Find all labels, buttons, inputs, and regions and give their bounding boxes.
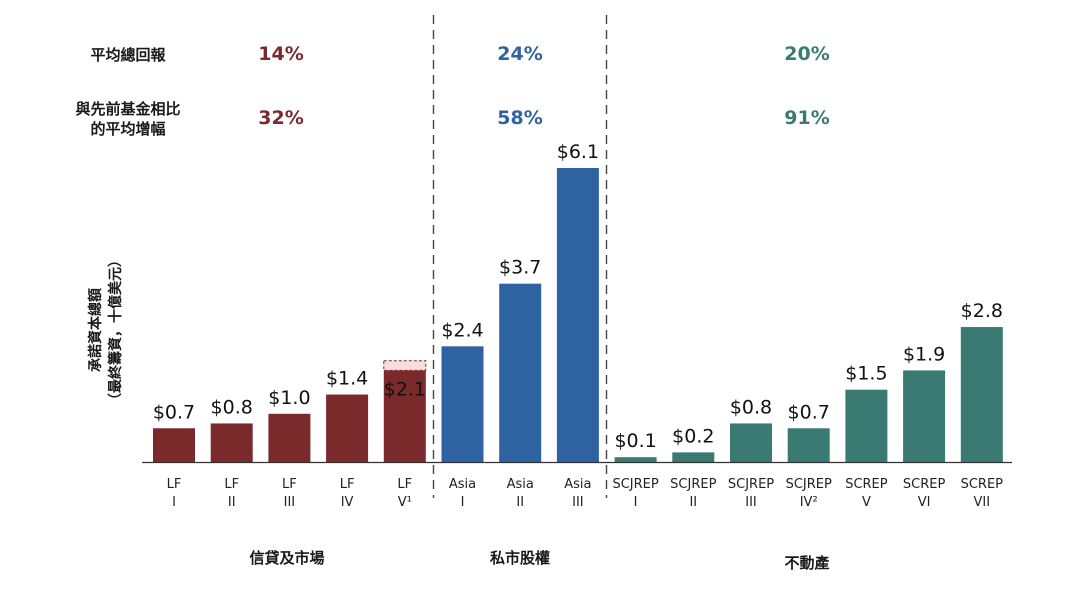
x-tick-label: III xyxy=(284,495,296,510)
x-tick-label: IV² xyxy=(800,495,818,510)
bar-value-label: $1.0 xyxy=(268,387,310,409)
x-tick-label: II xyxy=(228,495,236,510)
x-tick-label: LF xyxy=(167,477,182,492)
x-tick-label: III xyxy=(572,495,584,510)
x-tick-label: Asia xyxy=(507,477,534,492)
y-axis-label-line: （最終籌資，十億美元） xyxy=(107,253,124,407)
x-tick-label: SCREP xyxy=(961,477,1004,492)
bars-layer: $0.7 $0.8 $1.0 $1.4 $2.1 $2.4 $3.7 $6.1 $0.1 $0.2… xyxy=(153,141,1003,462)
group-label: 私市股權 xyxy=(489,549,550,567)
bar xyxy=(153,428,195,462)
bar-value-label: $0.8 xyxy=(730,396,772,418)
bar xyxy=(672,452,715,462)
x-tick-label: II xyxy=(689,495,697,510)
x-tick-label: SCREP xyxy=(903,477,946,492)
bar xyxy=(903,370,946,462)
y-axis-label-group: 承諾資本總額 （最終籌資，十億美元） xyxy=(87,253,124,407)
x-tick-label: Asia xyxy=(449,477,476,492)
bar-value-label: $2.8 xyxy=(961,300,1003,322)
bar-value-label: $0.2 xyxy=(672,425,714,447)
x-tick-label: SCREP xyxy=(845,477,888,492)
x-tick-label: LF xyxy=(224,477,239,492)
bar-extension xyxy=(383,360,427,371)
metric-value: 32% xyxy=(258,107,303,129)
x-tick-label: SCJREP xyxy=(728,477,774,492)
x-tick-label: I xyxy=(634,495,638,510)
bar-value-label: $2.1 xyxy=(384,378,426,400)
x-tick-label: LF xyxy=(397,477,412,492)
bar-value-label: $1.9 xyxy=(903,343,945,365)
bar xyxy=(787,428,830,462)
bar xyxy=(383,370,426,462)
x-tick-label: SCJREP xyxy=(786,477,832,492)
group-labels: 信貸及市場 私市股權 不動產 xyxy=(249,549,829,572)
metric-value: 14% xyxy=(258,43,303,65)
y-axis-label-line: 承諾資本總額 xyxy=(87,288,104,372)
bar xyxy=(960,327,1003,462)
group-label: 信貸及市場 xyxy=(249,549,324,567)
bar xyxy=(326,394,369,462)
bar-value-label: $3.7 xyxy=(499,257,541,279)
bar xyxy=(614,457,657,462)
metric-label: 與先前基金相比 xyxy=(75,100,180,118)
metric-label: 平均總回報 xyxy=(90,46,166,64)
metric-value: 58% xyxy=(497,107,542,129)
bar xyxy=(268,413,311,462)
bar xyxy=(845,389,888,462)
bar-value-label: $0.7 xyxy=(153,401,195,423)
bar-value-label: $0.7 xyxy=(788,401,830,423)
group-label: 不動產 xyxy=(784,554,829,572)
bar-value-label: $6.1 xyxy=(557,141,599,163)
bar xyxy=(730,423,772,462)
x-tick-label: SCJREP xyxy=(612,477,658,492)
metric-label: 的平均增幅 xyxy=(90,120,165,138)
x-tick-label: I xyxy=(461,495,465,510)
x-tick-label: VI xyxy=(918,495,931,510)
bar-value-label: $1.5 xyxy=(845,363,887,385)
x-tick-label: II xyxy=(516,495,524,510)
bar-value-label: $0.1 xyxy=(614,430,656,452)
bar xyxy=(210,423,253,462)
bar xyxy=(499,283,542,462)
x-tick-label: III xyxy=(745,495,757,510)
bar-value-label: $0.8 xyxy=(211,396,253,418)
x-tick-label: V¹ xyxy=(398,495,412,510)
x-tick-label: LF xyxy=(282,477,297,492)
tick-labels: LFILFIILFIIILFIVLFV¹AsiaIAsiaIIAsiaIIISC… xyxy=(167,477,1004,510)
x-tick-label: VII xyxy=(974,495,991,510)
metric-value: 24% xyxy=(497,43,542,65)
bar xyxy=(556,168,599,462)
metric-value: 91% xyxy=(784,107,829,129)
bar-value-label: $2.4 xyxy=(441,319,483,341)
y-axis-label: 承諾資本總額 （最終籌資，十億美元） xyxy=(87,253,124,407)
x-tick-label: SCJREP xyxy=(670,477,716,492)
metric-value: 20% xyxy=(784,43,829,65)
x-tick-label: IV xyxy=(341,495,354,510)
x-tick-label: LF xyxy=(340,477,355,492)
x-tick-label: Asia xyxy=(564,477,591,492)
x-tick-label: V xyxy=(862,495,871,510)
x-tick-label: I xyxy=(172,495,176,510)
bar-value-label: $1.4 xyxy=(326,368,368,390)
bar xyxy=(441,346,484,462)
